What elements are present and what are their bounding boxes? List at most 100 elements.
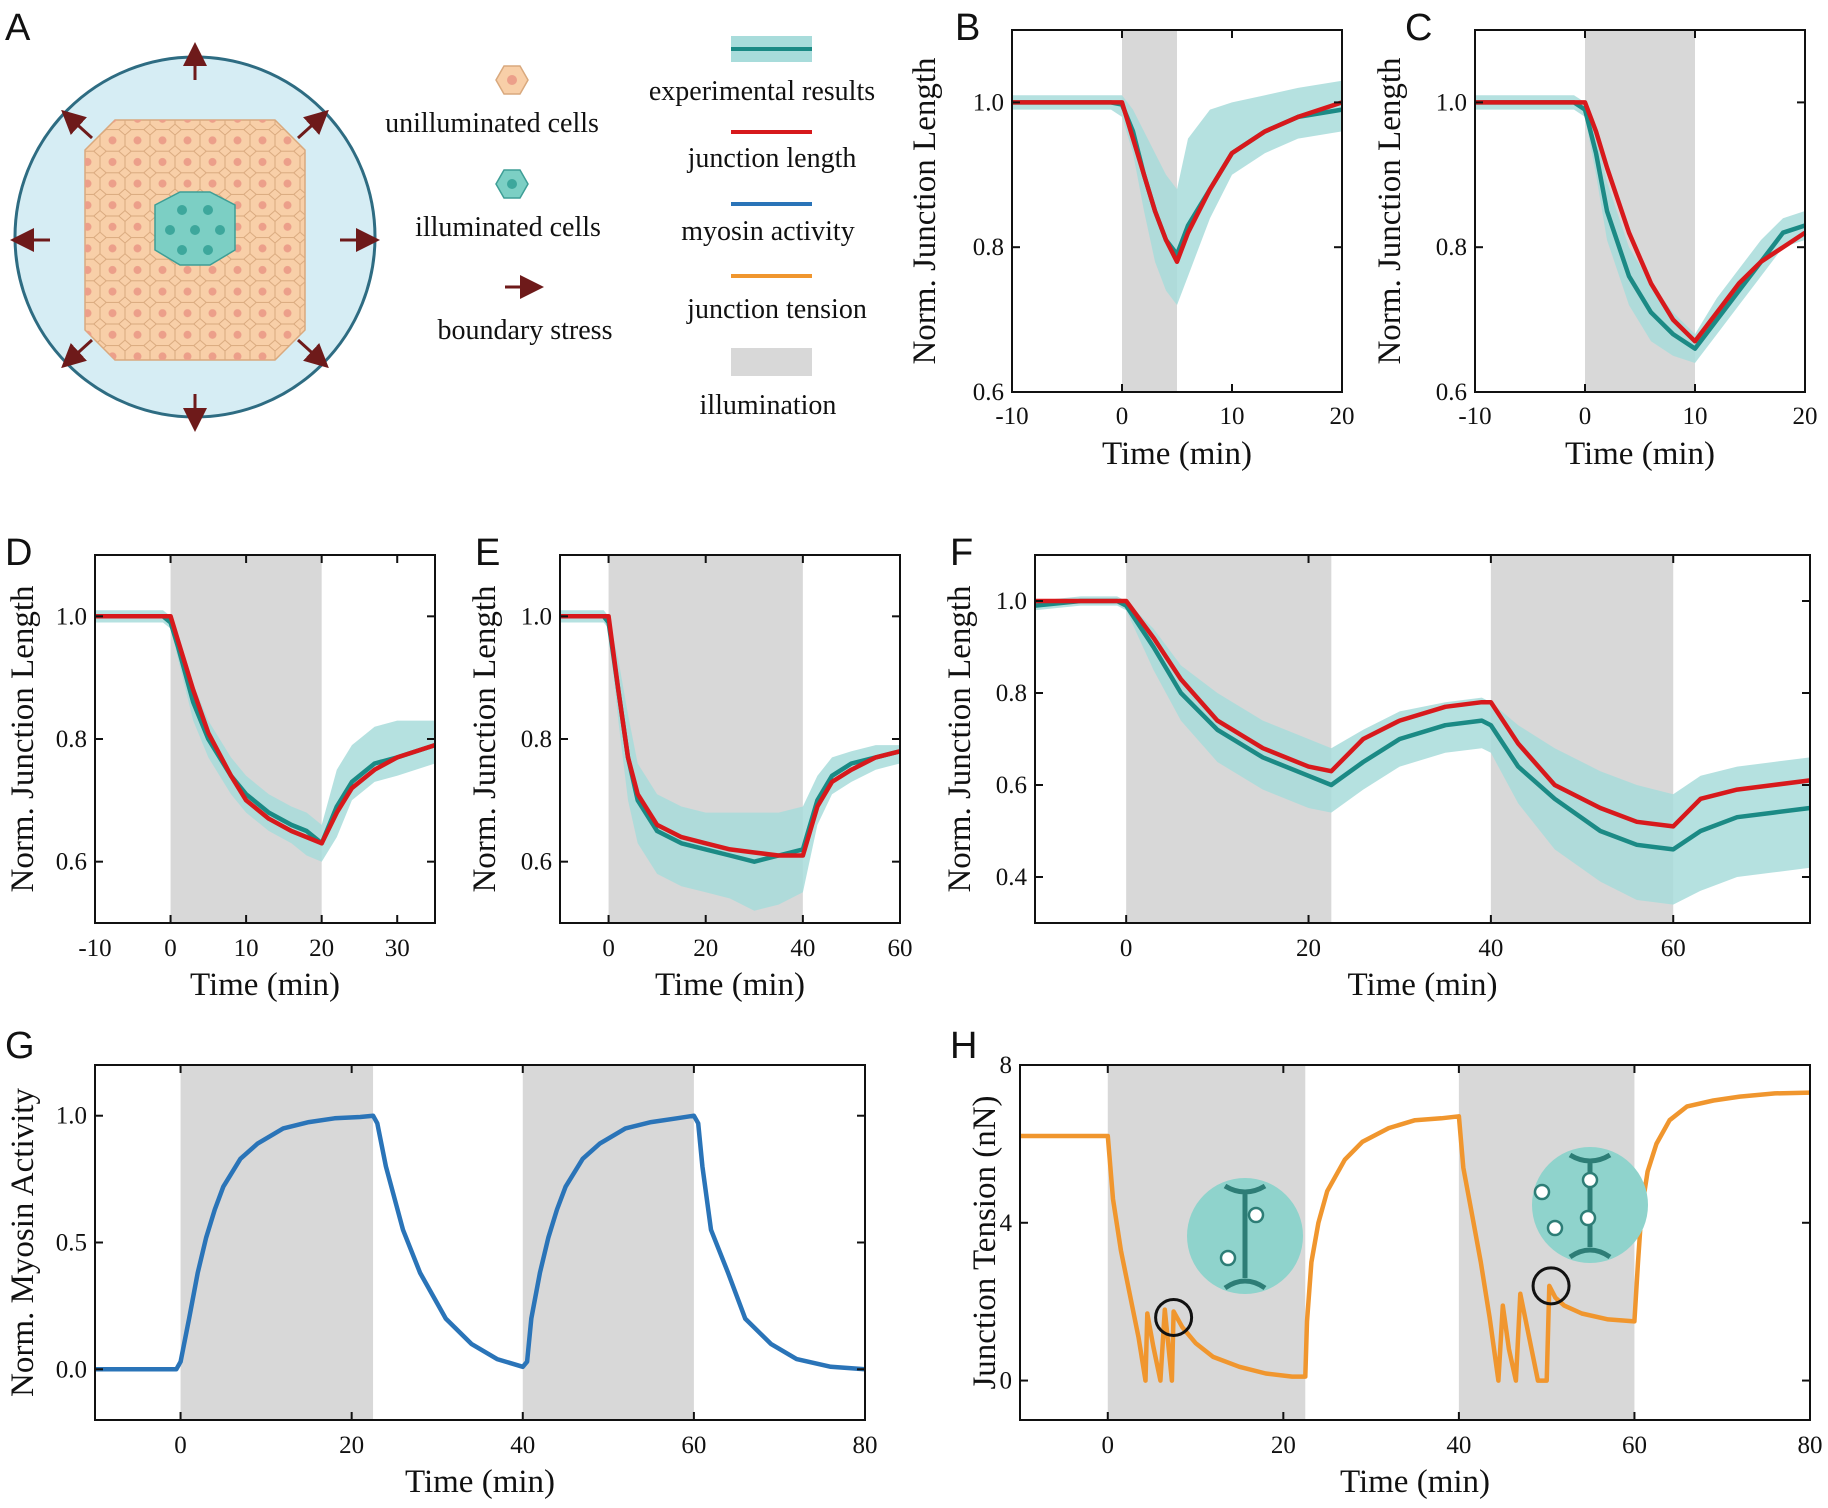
arrow-icon (296, 338, 329, 369)
x-tick-label: 10 (1220, 403, 1245, 430)
y-tick-label: 0 (1000, 1368, 1013, 1395)
y-tick-label: 4 (1000, 1210, 1013, 1237)
junction-length-line (1035, 598, 1811, 829)
arrow-icon (61, 338, 94, 369)
x-tick-label: 20 (309, 935, 334, 962)
x-axis-label: Time (min) (1102, 436, 1252, 472)
y-tick-label: 0.6 (56, 849, 87, 876)
y-tick-label: 1.0 (973, 89, 1004, 116)
junction-tension-line (1020, 1090, 1811, 1383)
y-axis-label: Norm. Junction Length (467, 585, 503, 893)
x-tick-label: 0 (1579, 403, 1592, 430)
illumination-swatch (731, 348, 812, 376)
panel-label-g: G (5, 1025, 35, 1067)
key-junction-tension: junction tension (686, 294, 867, 325)
panel-label-a: A (5, 7, 31, 49)
panel-b: B -10 0 10 20 0.6 0.8 1.0 Time (min) Norm. Juncti… (907, 7, 1355, 472)
unilluminated-cell-nucleus (507, 75, 517, 85)
x-tick-label: 80 (853, 1432, 878, 1459)
panel-d: D -10 0 10 20 30 0.6 0.8 1.0 Time (min) Norm. Junc… (5, 532, 436, 1003)
x-tick-label: 40 (790, 935, 815, 962)
experimental-line (95, 614, 436, 846)
junction-inset-icon (1532, 1147, 1648, 1263)
x-tick-label: 10 (1683, 403, 1708, 430)
illuminated-cell-nucleus (507, 179, 517, 189)
key-junction-length: junction length (687, 143, 857, 174)
cell-marker-icon (1546, 1219, 1564, 1237)
x-tick-label: 60 (681, 1432, 706, 1459)
panel-label-b: B (955, 7, 980, 49)
panel-g: G 0 20 40 60 80 0.0 0.5 1.0 Time (min) Norm. Myosi… (5, 1025, 878, 1500)
x-tick-label: 60 (1622, 1432, 1647, 1459)
legend-unilluminated-cells: unilluminated cells (385, 108, 599, 139)
x-tick-label: 10 (234, 935, 259, 962)
experimental-band (1475, 95, 1805, 363)
y-tick-label: 0.8 (1436, 234, 1467, 261)
illuminated-nuclei (165, 205, 225, 255)
cell-marker-icon (1247, 1206, 1265, 1224)
x-tick-label: 0 (602, 935, 615, 962)
x-axis-label: Time (min) (655, 967, 805, 1003)
y-tick-label: 0.6 (1436, 379, 1467, 406)
key-experimental-results: experimental results (649, 76, 875, 107)
y-axis-label: Norm. Junction Length (1372, 57, 1408, 365)
experimental-line (1034, 598, 1811, 852)
x-tick-label: 40 (510, 1432, 535, 1459)
y-axis-label: Norm. Junction Length (5, 585, 41, 893)
junction-length-line (95, 614, 436, 846)
x-axis-label: Time (min) (1340, 1464, 1490, 1500)
x-tick-label: -10 (995, 403, 1028, 430)
y-tick-label: 1.0 (56, 603, 87, 630)
cell-marker-icon (1581, 1171, 1599, 1189)
junction-length-line (1012, 100, 1343, 264)
plot-frame (1034, 554, 1811, 924)
y-tick-label: 0.6 (996, 772, 1027, 799)
x-axis-label: Time (min) (405, 1464, 555, 1500)
x-tick-label: 80 (1798, 1432, 1823, 1459)
y-tick-label: 0.8 (973, 234, 1004, 261)
key-myosin-activity: myosin activity (681, 216, 854, 247)
x-tick-label: 20 (1793, 403, 1818, 430)
arrow-icon (61, 109, 94, 140)
panel-a: A unilluminated cells illuminated cells (5, 7, 875, 432)
cell-marker-icon (1579, 1209, 1597, 1227)
x-tick-label: 20 (1296, 935, 1321, 962)
plot-frame (1474, 29, 1806, 393)
x-axis-label: Time (min) (190, 967, 340, 1003)
y-axis-label: Norm. Myosin Activity (5, 1088, 41, 1397)
cell-marker-icon (1533, 1183, 1551, 1201)
x-tick-label: 60 (1661, 935, 1686, 962)
plot-frame (1011, 29, 1343, 393)
panel-label-f: F (950, 532, 973, 574)
junction-length-line (560, 614, 901, 858)
x-tick-label: 40 (1446, 1432, 1471, 1459)
x-tick-label: 20 (693, 935, 718, 962)
panel-e: E 0 20 40 60 0.6 0.8 1.0 Time (min) Norm. Junctio… (467, 532, 913, 1003)
panel-h: H 0 20 40 60 80 0 4 8 Time (min) Junction Tension … (950, 1025, 1823, 1500)
y-axis-label: Norm. Junction Length (942, 585, 978, 893)
y-tick-label: 1.0 (996, 588, 1027, 615)
x-tick-label: 0 (1102, 1432, 1115, 1459)
y-tick-label: 8 (1000, 1052, 1013, 1079)
y-tick-label: 0.6 (521, 849, 552, 876)
legend-boundary-stress: boundary stress (438, 315, 613, 346)
junction-shape (1223, 1183, 1267, 1291)
x-tick-label: 0 (1120, 935, 1133, 962)
illumination-region (522, 1065, 694, 1420)
x-tick-label: 30 (385, 935, 410, 962)
boundary-stress-arrows (10, 42, 380, 432)
y-tick-label: 0.8 (996, 680, 1027, 707)
illumination-region (180, 1065, 374, 1420)
x-tick-label: 0 (174, 1432, 187, 1459)
y-tick-label: 0.8 (521, 726, 552, 753)
x-tick-label: 20 (1330, 403, 1355, 430)
x-tick-label: -10 (78, 935, 111, 962)
y-tick-label: 0.4 (996, 864, 1028, 891)
junction-length-line (1475, 100, 1807, 344)
y-tick-label: 1.0 (521, 603, 552, 630)
arrow-icon (296, 109, 329, 140)
myosin-activity-line (95, 1113, 866, 1372)
annotation-circle (1154, 1297, 1194, 1337)
cell-marker-icon (1219, 1249, 1237, 1267)
